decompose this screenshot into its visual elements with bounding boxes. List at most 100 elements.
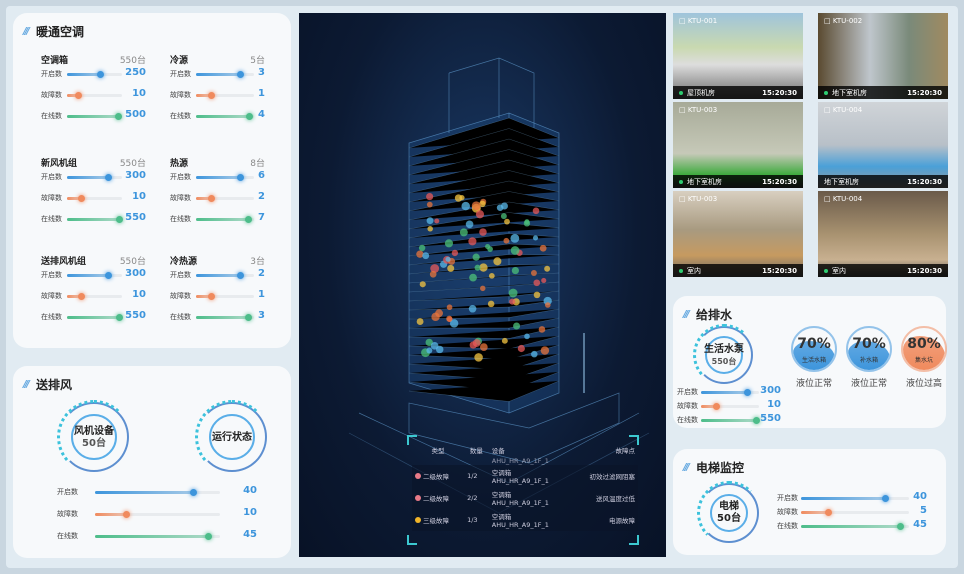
- stat-value: 1: [258, 88, 265, 99]
- water-tank-gauge: 70% 补水箱: [846, 326, 892, 372]
- stat-progress-knob: [753, 417, 761, 424]
- sensor-dot: [430, 264, 440, 273]
- building-3d-view[interactable]: [299, 13, 666, 557]
- stat-progress-fill: [67, 295, 81, 298]
- stat-row-on: 开启数 40: [777, 491, 927, 504]
- group-total: 8台: [250, 159, 265, 169]
- sensor-dot: [488, 272, 495, 279]
- stat-row-fault: 故障数 10: [41, 88, 146, 101]
- stat-progress-bar: [196, 272, 254, 279]
- sensor-dot: [532, 235, 539, 241]
- camera-id-text: KTU-001: [687, 17, 718, 25]
- stat-progress-bar: [196, 314, 254, 321]
- sensor-dot: [530, 270, 537, 276]
- online-status-dot: [824, 268, 828, 273]
- pump-name: 生活水泵: [704, 344, 744, 355]
- sensor-dot: [541, 277, 547, 284]
- stat-label: 在线数: [170, 215, 191, 223]
- sensor-dot: [451, 249, 459, 257]
- sensor-dot: [544, 302, 551, 308]
- stat-progress-knob: [116, 216, 124, 223]
- camera-feed-ktu-004[interactable]: □ KTU-004 室内 15:20:30: [818, 191, 948, 277]
- sensor-dot: [533, 279, 541, 287]
- stat-progress-knob: [207, 92, 215, 99]
- stat-row-on: 开启数 6: [170, 170, 265, 183]
- sensor-dot: [468, 304, 477, 313]
- stat-progress-knob: [246, 113, 254, 120]
- group-total: 550台: [119, 56, 146, 66]
- stat-value: 5: [920, 505, 927, 516]
- stat-progress-fill: [67, 316, 120, 319]
- tank-percent: 70%: [797, 336, 831, 352]
- stat-progress-bar: [196, 174, 254, 181]
- tank-percent: 70%: [852, 336, 886, 352]
- fault-count: 1/3: [467, 516, 478, 524]
- stat-row-fault: 故障数 5: [777, 505, 927, 518]
- stat-row-online: 在线数 550: [677, 413, 781, 426]
- online-status-dot: [679, 90, 683, 95]
- stat-value: 3: [258, 67, 265, 78]
- stat-progress-knob: [712, 403, 720, 410]
- camera-id: □ KTU-004: [824, 195, 862, 203]
- fault-point: 送风温度过低: [596, 495, 635, 503]
- stat-progress-fill: [196, 115, 250, 118]
- fault-level-dot: [415, 473, 421, 479]
- stat-label: 在线数: [41, 215, 62, 223]
- stat-progress-fill: [196, 274, 240, 277]
- stat-progress-bar: [67, 92, 122, 99]
- fault-table-row[interactable]: 三级故障 1/3 空调箱 AHU_HR_A9_1F_1 电源故障: [412, 509, 638, 531]
- stat-progress-bar: [67, 113, 122, 120]
- ventilation-title: /// 送排风: [23, 376, 72, 393]
- elevator-panel: /// 电梯监控 电梯 50台 开启数 40 故障数 5 在线数 45: [673, 449, 946, 555]
- stat-value: 300: [760, 385, 781, 396]
- water-tank-gauge: 70% 生活水箱: [791, 326, 837, 372]
- sensor-dot: [510, 246, 520, 255]
- stat-progress-fill: [95, 535, 208, 538]
- stat-row-online: 在线数 550: [41, 212, 146, 225]
- stat-progress-fill: [196, 94, 211, 97]
- fault-level-text: 二级故障: [423, 495, 449, 503]
- stat-progress-knob: [207, 195, 215, 202]
- fault-point: 电源故障: [609, 517, 635, 525]
- stat-label: 在线数: [170, 313, 191, 321]
- camera-info-bar: 屋顶机房 15:20:30: [673, 86, 803, 99]
- camera-feed-ktu-003[interactable]: □ KTU-003 室内 15:20:30: [673, 191, 803, 277]
- tank-status: 液位正常: [795, 379, 832, 389]
- sensor-dot: [487, 300, 495, 308]
- sensor-dot: [422, 252, 430, 260]
- camera-icon: □: [824, 17, 833, 25]
- stat-row-on: 开启数 2: [170, 268, 265, 281]
- online-status-dot: [679, 268, 683, 273]
- camera-location-text: 地下室机房: [832, 88, 867, 97]
- fault-level-dot: [415, 495, 421, 501]
- elevator-title-text: 电梯监控: [695, 461, 744, 475]
- sensor-dot: [501, 337, 508, 344]
- floor-line: [408, 159, 560, 185]
- stat-progress-fill: [67, 73, 100, 76]
- stat-row-online: 在线数 3: [170, 310, 265, 323]
- fault-table-row[interactable]: 二级故障 2/2 空调箱 AHU_HR_A9_1F_1 送风温度过低: [412, 487, 638, 509]
- camera-feed-ktu-002[interactable]: □ KTU-002 地下室机房 15:20:30: [818, 13, 948, 99]
- fault-table-row[interactable]: 二级故障 1/2 空调箱 AHU_HR_A9_1F_1 初效过滤网阻塞: [412, 465, 638, 487]
- camera-id: □ KTU-003: [679, 195, 717, 203]
- camera-feed-ktu-004[interactable]: □ KTU-004 地下室机房 15:20:30: [818, 102, 948, 188]
- stat-progress-bar: [95, 533, 220, 540]
- camera-feed-ktu-001[interactable]: □ KTU-001 屋顶机房 15:20:30: [673, 13, 803, 99]
- stat-progress-knob: [97, 71, 104, 78]
- stat-progress-knob: [105, 272, 113, 279]
- sensor-dot: [479, 263, 488, 272]
- hvac-panel: ///暖通空调 空调箱 550台 开启数 250 故障数 10 在线数 500 冷源 5台 开启数 3…: [13, 13, 291, 348]
- sensor-dot: [459, 195, 465, 201]
- stat-label: 开启数: [41, 70, 62, 78]
- stat-progress-knob: [236, 272, 244, 279]
- device-name: 空调箱: [491, 513, 512, 521]
- camera-location: 屋顶机房: [679, 88, 715, 98]
- stat-label: 开启数: [777, 494, 798, 502]
- tank-name: 集水坑: [914, 357, 933, 364]
- fan-device-label: 风机设备 50台: [59, 426, 129, 450]
- stat-progress-bar: [67, 216, 124, 223]
- camera-time: 15:20:30: [907, 266, 942, 275]
- camera-feed-ktu-003[interactable]: □ KTU-003 地下室机房 15:20:30: [673, 102, 803, 188]
- fan-gauge-dots: [57, 400, 131, 474]
- stat-progress-bar: [701, 403, 759, 410]
